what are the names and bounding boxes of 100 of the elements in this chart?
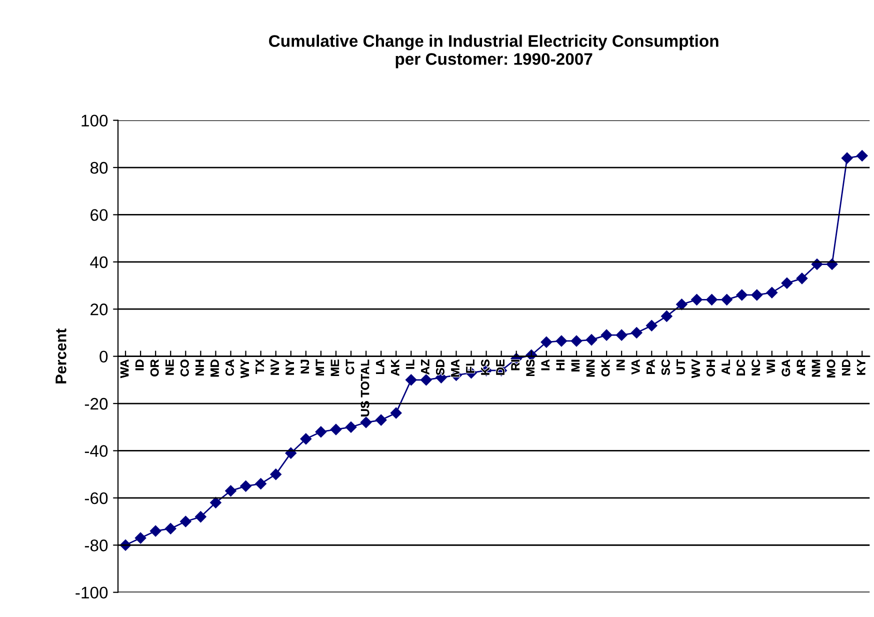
point: [134, 532, 146, 544]
y-tick-label: -20: [84, 398, 108, 410]
x-tick-label: NJ: [300, 360, 310, 374]
y-tick-label: 0: [100, 350, 108, 363]
x-tick-label: ME: [330, 360, 340, 376]
point: [766, 286, 778, 298]
x-tick-label: AZ: [421, 359, 430, 375]
x-tick-label: MI: [571, 360, 580, 372]
y-tick-label: 60: [90, 209, 108, 221]
y-axis-title: Percent: [56, 328, 66, 384]
point: [300, 433, 312, 445]
x-tick-label: CO: [180, 360, 189, 376]
point: [556, 335, 568, 347]
point: [751, 289, 762, 301]
point: [616, 329, 628, 341]
y-tick-label: 20: [90, 304, 108, 316]
x-tick-label: MD: [210, 360, 219, 377]
point: [540, 336, 552, 348]
x-tick-label: UT: [676, 359, 685, 374]
x-tick-label: NE: [166, 360, 174, 375]
x-tick-label: DC: [736, 359, 746, 376]
point: [210, 497, 222, 508]
x-tick-label: IA: [541, 359, 550, 370]
x-tick-label: NC: [752, 359, 760, 376]
point: [676, 298, 688, 310]
point: [661, 310, 672, 322]
point: [195, 511, 206, 522]
x-tick-label: VA: [632, 359, 640, 375]
y-tick-label: -40: [84, 445, 108, 457]
point: [781, 278, 793, 289]
x-tick-label: MN: [586, 360, 595, 377]
y-tick-label: 40: [90, 256, 108, 268]
x-tick-label: GA: [782, 359, 790, 376]
point: [406, 374, 417, 386]
y-tick-label: 100: [82, 114, 108, 127]
point: [586, 334, 598, 346]
point: [706, 294, 718, 306]
x-tick-label: TX: [256, 359, 264, 374]
x-tick-label: NY: [286, 359, 294, 375]
x-tick-label: PA: [646, 359, 655, 374]
x-tick-label: KY: [857, 359, 866, 375]
point: [796, 272, 808, 284]
point: [570, 335, 582, 347]
x-tick-label: ID: [135, 360, 144, 370]
x-tick-label: DE: [496, 360, 504, 375]
point: [180, 516, 192, 528]
point: [390, 407, 402, 419]
point: [856, 150, 868, 162]
x-tick-label: ND: [842, 360, 850, 376]
y-tick-label: -80: [84, 540, 108, 552]
x-tick-label: NV: [270, 359, 279, 375]
x-tick-label: WY: [240, 359, 249, 378]
x-tick-label: NH: [196, 360, 204, 376]
point: [360, 416, 372, 428]
point: [736, 289, 748, 301]
point: [345, 422, 357, 433]
x-tick-label: MO: [826, 360, 836, 378]
point: [375, 414, 387, 426]
point: [811, 258, 823, 270]
x-tick-label: SC: [661, 359, 670, 376]
point: [826, 258, 838, 270]
x-tick-label: AK: [391, 359, 400, 376]
x-tick-label: SD: [436, 360, 444, 376]
x-tick-label: MS: [526, 360, 535, 376]
y-tick-label: 80: [90, 162, 108, 174]
x-tick-label: OH: [706, 360, 715, 376]
point: [240, 480, 252, 492]
point: [420, 374, 432, 386]
x-tick-label: WI: [766, 360, 775, 374]
x-tick-label: HI: [556, 360, 565, 370]
point: [225, 485, 236, 496]
x-tick-label: OK: [601, 359, 610, 376]
point: [330, 424, 342, 436]
x-tick-label: LA: [376, 359, 384, 374]
y-tick-label: -60: [84, 492, 108, 504]
point: [631, 327, 642, 338]
x-tick-label: WV: [692, 359, 700, 378]
point: [150, 525, 162, 537]
point: [646, 320, 658, 332]
x-tick-label: NM: [812, 360, 820, 377]
point: [691, 294, 702, 306]
point: [165, 522, 176, 534]
x-tick-label: MT: [316, 359, 324, 376]
chart-title: Cumulative Change in Industrial Electricity Consumption per Customer: 1990-2007: [269, 34, 718, 68]
x-tick-label: CT: [346, 359, 354, 374]
x-tick-label: CA: [226, 359, 234, 376]
x-tick-label: RI: [511, 360, 520, 370]
x-tick-label: OR: [150, 359, 159, 376]
x-tick-label: KS: [481, 360, 490, 375]
point: [315, 426, 327, 438]
point: [600, 329, 612, 341]
x-tick-label: AR: [796, 359, 806, 376]
point: [841, 152, 853, 164]
x-tick-label: IN: [616, 360, 625, 370]
x-tick-label: IL: [406, 359, 414, 369]
x-tick-label: MA: [451, 359, 460, 377]
x-tick-label: FL: [466, 359, 474, 373]
x-tick-label: WA: [120, 359, 129, 378]
x-tick-label: AL: [722, 359, 730, 375]
point: [270, 468, 282, 480]
